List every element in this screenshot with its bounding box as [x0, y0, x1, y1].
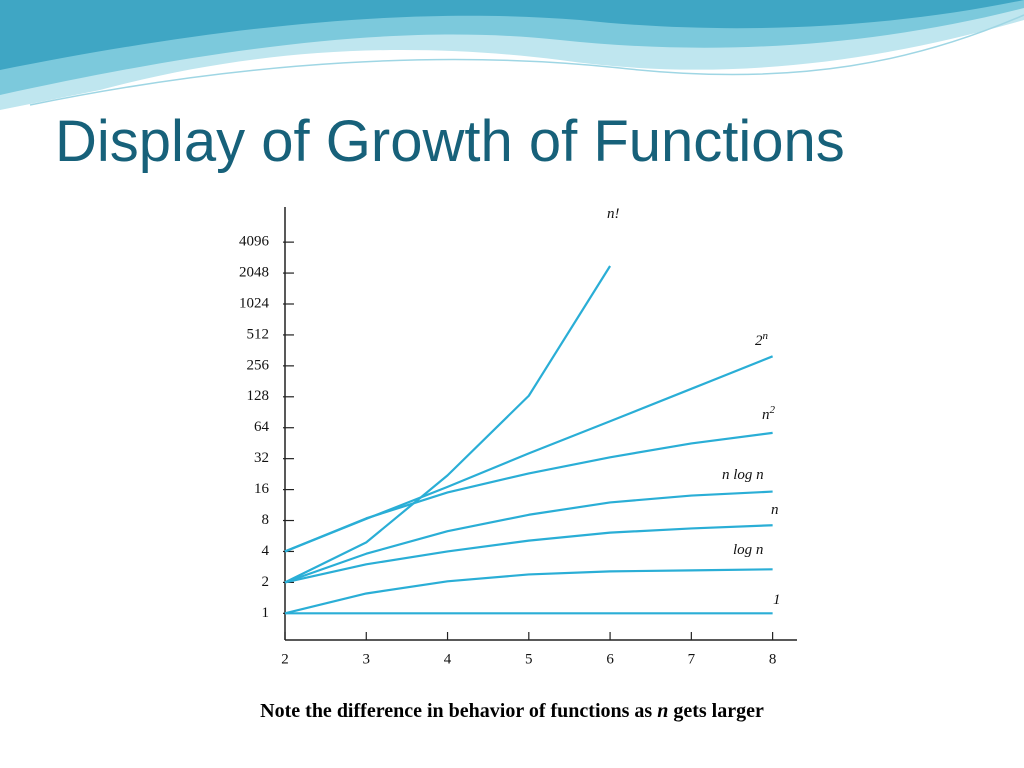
- series-label: n!: [607, 206, 620, 222]
- x-tick-label: 7: [688, 651, 696, 667]
- x-tick-label: 4: [444, 651, 452, 667]
- series-label: log n: [733, 542, 763, 558]
- y-tick-label: 2048: [239, 265, 269, 281]
- series-label: n: [771, 502, 779, 518]
- y-tick-label: 128: [247, 388, 270, 404]
- y-tick-label: 8: [262, 512, 270, 528]
- slide-title: Display of Growth of Functions: [55, 109, 845, 174]
- y-tick-label: 1: [262, 605, 270, 621]
- series-label-superscript: 2: [770, 404, 776, 416]
- series-label-superscript: n: [763, 330, 769, 342]
- series-label-name: 1: [773, 592, 781, 608]
- x-tick-label: 8: [769, 651, 777, 667]
- chart: 1 2 4 8 16 32 64 128 256 512 1024 2048 4096 2 3 4 5 6 7 8 n!…: [239, 206, 797, 667]
- y-tick-label: 1024: [239, 295, 270, 311]
- x-tick-label: 6: [606, 651, 614, 667]
- series-line: [284, 524, 773, 584]
- y-tick-label: 2: [262, 574, 270, 590]
- series-label-name: n log n: [722, 467, 764, 483]
- caption-text: Note the difference in behavior of funct…: [260, 700, 653, 722]
- series-label-name: n: [762, 407, 770, 423]
- y-tick-label: 256: [247, 357, 270, 373]
- x-tick-label: 3: [363, 651, 371, 667]
- series-label-name: n!: [607, 206, 620, 222]
- x-tick-label: 5: [525, 651, 533, 667]
- series-label: 2n: [755, 330, 769, 350]
- series-line: [284, 265, 612, 584]
- y-tick-label: 4: [262, 543, 270, 559]
- series-label-name: log n: [733, 542, 763, 558]
- series-label-name: n: [771, 502, 779, 518]
- chart-panel: [228, 203, 802, 671]
- series-label: 1: [773, 592, 781, 608]
- y-tick-label: 32: [254, 450, 269, 466]
- y-tick-label: 64: [254, 419, 270, 435]
- y-tick-label: 16: [254, 481, 270, 497]
- wave-line: [29, 14, 1024, 106]
- series-label-name: 2: [755, 333, 763, 349]
- series-line: [284, 490, 773, 584]
- x-tick-label: 2: [281, 651, 289, 667]
- series-label: n log n: [722, 467, 764, 483]
- caption-italic: n: [657, 700, 669, 722]
- caption: Note the difference in behavior of funct…: [0, 700, 1024, 723]
- y-tick-label: 4096: [239, 234, 270, 250]
- y-tick-label: 512: [247, 326, 270, 342]
- series-line: [284, 431, 773, 553]
- series-line: [284, 568, 773, 615]
- series-label: n2: [762, 404, 776, 424]
- wave-decoration: [0, 0, 1024, 70]
- caption-text: gets larger: [673, 700, 764, 722]
